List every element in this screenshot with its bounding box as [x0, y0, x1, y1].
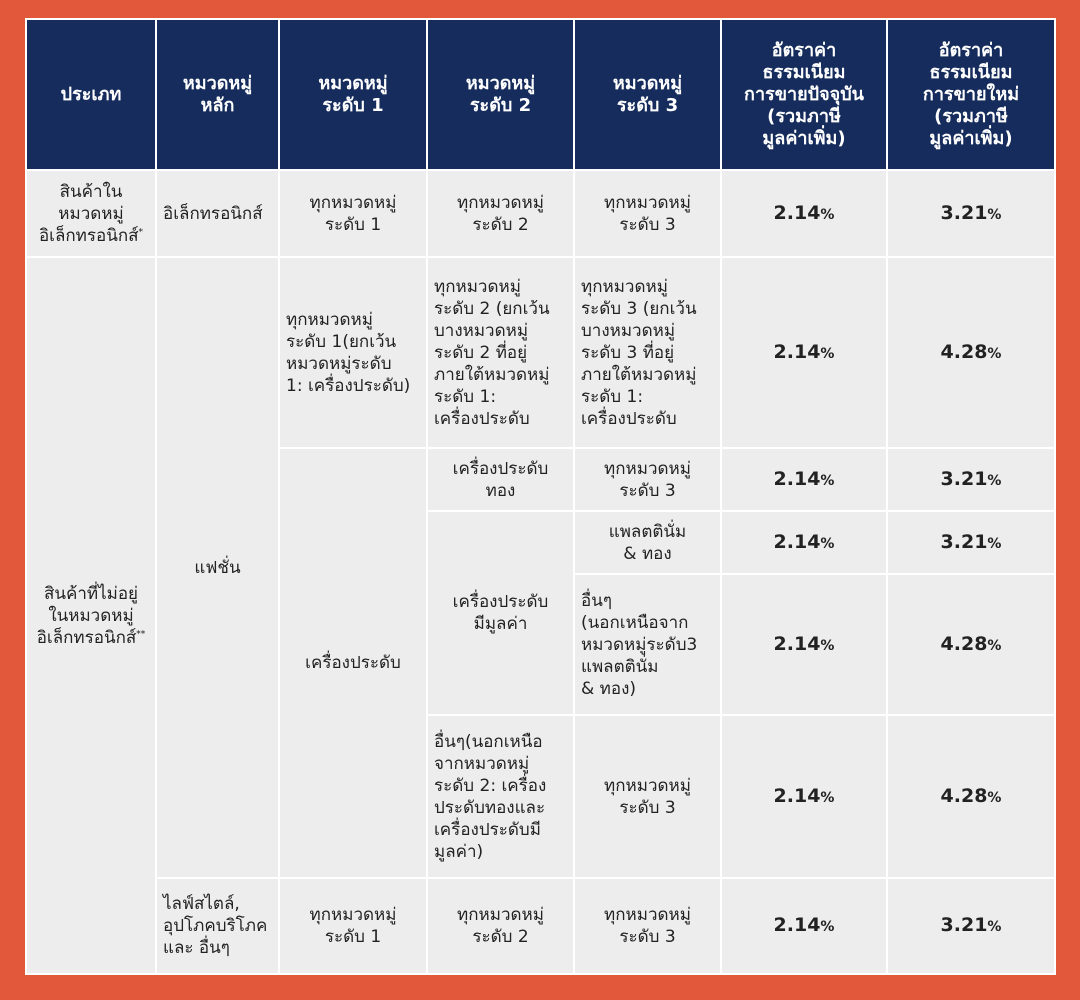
- main-category-cell: ไลฟ์สไตล์, อุปโภคบริโภค และ อื่นๆ: [155, 877, 280, 975]
- new-rate-cell: 3.21%: [886, 510, 1056, 575]
- current-rate-cell: 2.14%: [720, 573, 888, 716]
- fee-table-frame: ประเภท หมวดหมู่ หลัก หมวดหมู่ ระดับ 1 หม…: [25, 18, 1056, 975]
- current-rate-cell: 2.14%: [720, 169, 888, 258]
- level1-cell: ทุกหมวดหมู่ ระดับ 1: [278, 877, 428, 975]
- level3-cell: แพลตตินั่ม & ทอง: [573, 510, 722, 575]
- new-rate-cell: 4.28%: [886, 714, 1056, 879]
- table-row: สินค้าที่ไม่อยู่ ในหมวดหมู่ อิเล็กทรอนิก…: [25, 256, 1056, 975]
- new-rate-cell: 4.28%: [886, 573, 1056, 716]
- level2-cell: เครื่องประดับ ทอง: [426, 447, 575, 512]
- current-rate-cell: 2.14%: [720, 877, 888, 975]
- current-rate-cell: 2.14%: [720, 510, 888, 575]
- level2-cell: ทุกหมวดหมู่ ระดับ 2 (ยกเว้น บางหมวดหมู่ …: [426, 256, 575, 449]
- table-row: อื่นๆ (นอกเหนือจาก หมวดหมู่ระดับ3 แพลตติ…: [26, 573, 1056, 716]
- new-rate-cell: 4.28%: [886, 256, 1056, 449]
- table-row: สินค้าใน หมวดหมู่ อิเล็กทรอนิกส์* อิเล็ก…: [25, 169, 1056, 258]
- level2-cell: ทุกหมวดหมู่ ระดับ 2: [426, 877, 575, 975]
- fee-rate-table: ประเภท หมวดหมู่ หลัก หมวดหมู่ ระดับ 1 หม…: [25, 18, 1056, 975]
- level3-cell: ทุกหมวดหมู่ ระดับ 3: [573, 714, 722, 879]
- type-cell: สินค้าที่ไม่อยู่ ในหมวดหมู่ อิเล็กทรอนิก…: [25, 256, 157, 975]
- new-rate-cell: 3.21%: [886, 169, 1056, 258]
- main-category-cell: แฟชั่น: [155, 256, 280, 879]
- header-level2: หมวดหมู่ ระดับ 2: [426, 18, 575, 171]
- new-rate-cell: 3.21%: [886, 447, 1056, 512]
- level1-cell: ทุกหมวดหมู่ ระดับ 1: [278, 169, 428, 258]
- level3-cell: ทุกหมวดหมู่ ระดับ 3: [573, 877, 722, 975]
- table-row: เครื่องประดับ มีมูลค่า แพลตตินั่ม & ทอง …: [26, 510, 1056, 716]
- main-category-cell: อิเล็กทรอนิกส์: [155, 169, 280, 258]
- level3-cell: อื่นๆ (นอกเหนือจาก หมวดหมู่ระดับ3 แพลตติ…: [573, 573, 722, 716]
- type-cell: สินค้าใน หมวดหมู่ อิเล็กทรอนิกส์*: [25, 169, 157, 258]
- current-rate-cell: 2.14%: [720, 447, 888, 512]
- header-main-category: หมวดหมู่ หลัก: [155, 18, 280, 171]
- header-new-rate: อัตราค่า ธรรมเนียม การขายใหม่ (รวมภาษี ม…: [886, 18, 1056, 171]
- level2-cell: อื่นๆ(นอกเหนือ จากหมวดหมู่ ระดับ 2: เครื…: [426, 714, 575, 879]
- level2-cell: ทุกหมวดหมู่ ระดับ 2: [426, 169, 575, 258]
- table-row: เครื่องประดับ เครื่องประดับ ทอง ทุกหมวดห…: [26, 447, 1056, 879]
- header-level3: หมวดหมู่ ระดับ 3: [573, 18, 722, 171]
- level2-cell: เครื่องประดับ มีมูลค่า: [426, 510, 575, 716]
- table-row: ไลฟ์สไตล์, อุปโภคบริโภค และ อื่นๆ ทุกหมว…: [26, 877, 1056, 975]
- level1-cell: ทุกหมวดหมู่ ระดับ 1(ยกเว้น หมวดหมู่ระดับ…: [278, 256, 428, 449]
- header-level1: หมวดหมู่ ระดับ 1: [278, 18, 428, 171]
- table-header-row: ประเภท หมวดหมู่ หลัก หมวดหมู่ ระดับ 1 หม…: [25, 18, 1056, 171]
- header-type: ประเภท: [25, 18, 157, 171]
- level1-cell: เครื่องประดับ: [278, 447, 428, 879]
- level3-cell: ทุกหมวดหมู่ ระดับ 3 (ยกเว้น บางหมวดหมู่ …: [573, 256, 722, 449]
- new-rate-cell: 3.21%: [886, 877, 1056, 975]
- header-current-rate: อัตราค่า ธรรมเนียม การขายปัจจุบัน (รวมภา…: [720, 18, 888, 171]
- level3-cell: ทุกหมวดหมู่ ระดับ 3: [573, 169, 722, 258]
- level3-cell: ทุกหมวดหมู่ ระดับ 3: [573, 447, 722, 512]
- table-row: อื่นๆ(นอกเหนือ จากหมวดหมู่ ระดับ 2: เครื…: [26, 714, 1056, 879]
- current-rate-cell: 2.14%: [720, 256, 888, 449]
- current-rate-cell: 2.14%: [720, 714, 888, 879]
